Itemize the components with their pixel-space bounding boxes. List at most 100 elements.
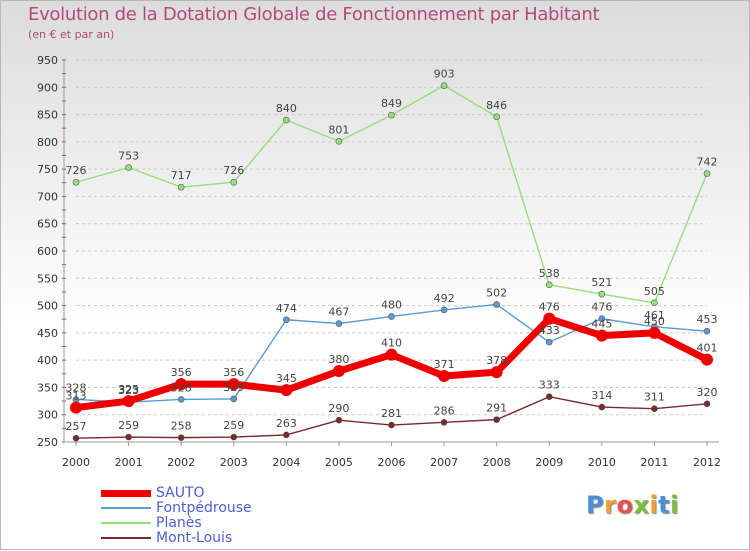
data-point	[493, 113, 500, 121]
data-label: 380	[328, 353, 349, 366]
y-tick-label: 850	[37, 109, 58, 122]
data-point	[493, 301, 500, 308]
data-point	[177, 396, 185, 403]
data-point	[175, 378, 188, 391]
legend-swatch	[101, 522, 151, 524]
data-point	[332, 365, 345, 378]
data-label: 257	[66, 420, 87, 433]
legend-swatch	[101, 537, 151, 539]
data-point	[598, 315, 606, 322]
data-label: 263	[276, 417, 297, 430]
data-point	[545, 281, 553, 289]
data-label: 717	[171, 169, 192, 182]
data-point	[440, 419, 448, 426]
x-tick-label: 2003	[220, 456, 248, 469]
y-tick-label: 250	[37, 436, 58, 449]
data-label: 849	[381, 97, 402, 110]
data-label: 410	[381, 337, 402, 350]
proxiti-logo: Proxiti	[586, 491, 679, 519]
x-tick-label: 2012	[693, 456, 721, 469]
y-tick-label: 450	[37, 327, 58, 340]
data-point	[703, 327, 711, 335]
data-label: 371	[434, 358, 455, 371]
data-label: 291	[486, 402, 507, 415]
x-tick-label: 2005	[325, 456, 353, 469]
data-point	[493, 416, 500, 423]
data-point	[283, 316, 290, 324]
y-tick-label: 400	[37, 354, 58, 367]
data-point	[388, 421, 395, 429]
data-label: 480	[381, 298, 402, 311]
y-tick-label: 350	[37, 381, 58, 394]
x-tick-label: 2008	[483, 456, 511, 469]
data-point	[598, 403, 606, 411]
logo-letter: o	[616, 491, 634, 519]
data-point	[598, 290, 606, 298]
data-label: 345	[276, 372, 297, 385]
data-point	[388, 313, 395, 320]
data-point	[545, 393, 553, 401]
data-label: 445	[591, 318, 612, 331]
data-label: 433	[539, 324, 560, 337]
data-point	[385, 348, 398, 361]
data-point	[440, 306, 448, 314]
data-label: 258	[171, 420, 192, 433]
data-point	[280, 384, 293, 397]
data-label: 476	[539, 301, 560, 314]
data-point	[651, 405, 658, 413]
data-label: 742	[697, 156, 718, 169]
data-label: 538	[539, 267, 560, 280]
legend-label: SAUTO	[156, 485, 205, 501]
data-point	[703, 170, 711, 177]
y-tick-label: 500	[37, 300, 58, 313]
y-tick-label: 750	[37, 163, 58, 176]
y-tick-label: 700	[37, 190, 58, 203]
y-tick-label: 900	[37, 81, 58, 94]
data-label: 505	[644, 285, 665, 298]
data-label: 753	[118, 150, 139, 163]
data-label: 259	[223, 419, 244, 432]
y-tick-label: 300	[37, 409, 58, 422]
data-label: 840	[276, 102, 297, 115]
data-label: 726	[66, 164, 87, 177]
data-point	[230, 178, 238, 186]
data-point	[72, 434, 80, 442]
data-labels: 313 325 356 356 345 380 410 371 378 476 445 450 401 3…	[66, 68, 718, 434]
logo-letter: i	[649, 491, 659, 519]
data-point	[70, 401, 82, 414]
data-label: 461	[644, 309, 665, 322]
axes: 250 300 350 400 450 500 550 600 650 700 750 800 850 9…	[37, 54, 721, 469]
y-tick-label: 650	[37, 218, 58, 231]
data-label: 903	[434, 68, 455, 81]
data-label: 476	[591, 301, 612, 314]
data-point	[230, 395, 238, 403]
data-label: 356	[223, 366, 244, 379]
legend-label: Planès	[156, 515, 202, 531]
data-point	[72, 178, 80, 186]
data-point	[651, 299, 658, 307]
x-tick-label: 2011	[640, 456, 668, 469]
x-tick-label: 2009	[535, 456, 563, 469]
data-point	[125, 433, 132, 441]
data-label: 329	[223, 381, 244, 394]
data-point	[701, 353, 713, 366]
data-label: 356	[171, 366, 192, 379]
data-label: 450	[644, 315, 665, 328]
x-tick-label: 2000	[62, 456, 90, 469]
data-label: 333	[539, 379, 560, 392]
data-point	[490, 366, 503, 379]
data-label: 492	[434, 292, 455, 305]
chart-title: Evolution de la Dotation Globale de Fonc…	[28, 4, 600, 25]
x-tick-label: 2006	[378, 456, 406, 469]
data-label: 286	[434, 404, 455, 417]
x-tick-label: 2001	[115, 456, 143, 469]
data-label: 290	[328, 402, 349, 415]
data-point	[335, 320, 343, 327]
data-label: 474	[276, 302, 297, 315]
data-point	[438, 369, 451, 382]
y-tick-label: 600	[37, 245, 58, 258]
data-point	[125, 164, 132, 171]
y-tick-label: 950	[37, 54, 58, 67]
